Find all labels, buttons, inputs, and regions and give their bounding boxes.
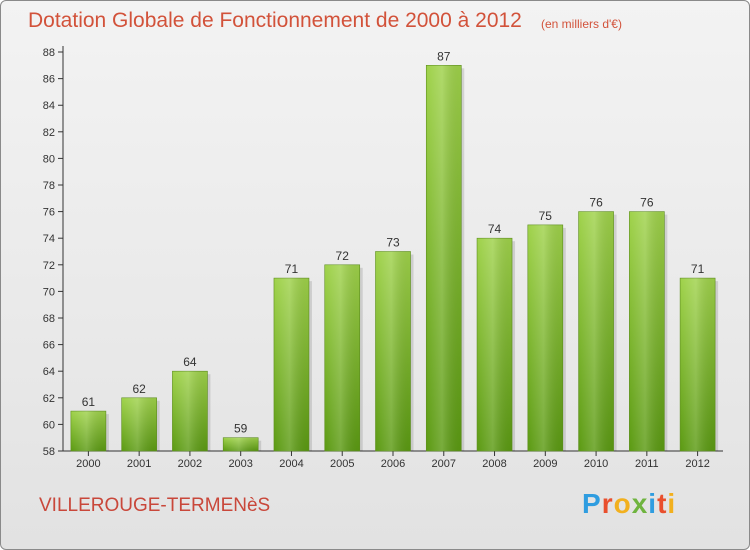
bar-highlight xyxy=(426,65,462,452)
chart-unit: (en milliers d'€) xyxy=(541,17,622,31)
x-tick-label: 2005 xyxy=(330,458,354,470)
y-tick-label: 62 xyxy=(43,393,55,405)
commune-name: VILLEROUGE-TERMENèS xyxy=(39,495,271,516)
x-tick-label: 2002 xyxy=(178,458,202,470)
y-tick-label: 68 xyxy=(43,313,55,325)
y-tick-label: 58 xyxy=(43,446,55,458)
bar-value-label: 74 xyxy=(488,222,502,236)
bar-highlight xyxy=(172,371,208,451)
bar-highlight xyxy=(375,251,411,451)
bar-highlight xyxy=(223,437,259,451)
x-tick-label: 2007 xyxy=(432,458,456,470)
bar-highlight xyxy=(527,224,563,451)
bar-value-label: 64 xyxy=(183,355,197,369)
bar-value-label: 72 xyxy=(336,249,350,263)
bar-highlight xyxy=(680,278,716,451)
x-tick-label: 2006 xyxy=(381,458,405,470)
bar-highlight xyxy=(121,397,157,451)
y-tick-label: 88 xyxy=(43,47,55,59)
x-tick-label: 2003 xyxy=(228,458,252,470)
bar-value-label: 75 xyxy=(539,209,553,223)
bar-value-label: 71 xyxy=(691,262,705,276)
x-tick-label: 2010 xyxy=(584,458,608,470)
bar-highlight xyxy=(70,411,106,451)
y-tick-label: 84 xyxy=(43,100,55,112)
y-tick-label: 86 xyxy=(43,74,55,86)
bar-value-label: 76 xyxy=(589,196,603,210)
bar-highlight xyxy=(273,278,309,451)
x-tick-label: 2008 xyxy=(482,458,506,470)
y-tick-label: 70 xyxy=(43,286,55,298)
x-tick-label: 2000 xyxy=(76,458,100,470)
y-tick-label: 80 xyxy=(43,153,55,165)
x-tick-label: 2012 xyxy=(685,458,709,470)
bar-highlight xyxy=(578,211,614,451)
x-tick-label: 2009 xyxy=(533,458,557,470)
bar-value-label: 62 xyxy=(132,382,146,396)
y-tick-label: 60 xyxy=(43,419,55,431)
bar-value-label: 71 xyxy=(285,262,299,276)
bar-highlight xyxy=(477,238,513,451)
x-tick-label: 2004 xyxy=(279,458,303,470)
y-tick-label: 72 xyxy=(43,260,55,272)
bar-highlight xyxy=(324,264,360,451)
bar-highlight xyxy=(629,211,665,451)
y-tick-label: 78 xyxy=(43,180,55,192)
bar-value-label: 59 xyxy=(234,422,248,436)
x-tick-label: 2001 xyxy=(127,458,151,470)
chart-title: Dotation Globale de Fonctionnement de 20… xyxy=(28,9,522,32)
bar-value-label: 87 xyxy=(437,49,451,63)
proxiti-logo[interactable]: Proxiti xyxy=(582,488,677,519)
bar-value-label: 61 xyxy=(82,395,96,409)
bar-value-label: 76 xyxy=(640,196,654,210)
y-tick-label: 74 xyxy=(43,233,55,245)
y-tick-label: 76 xyxy=(43,207,55,219)
bar-value-label: 73 xyxy=(386,236,400,250)
y-tick-label: 66 xyxy=(43,340,55,352)
y-tick-label: 82 xyxy=(43,127,55,139)
x-tick-label: 2011 xyxy=(635,458,659,470)
y-tick-label: 64 xyxy=(43,366,55,378)
